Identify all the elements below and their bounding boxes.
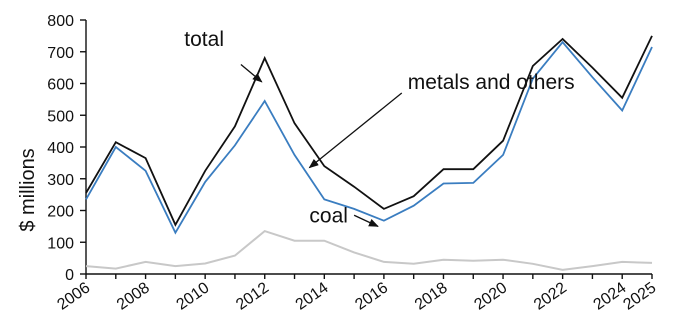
series-line-total [85, 35, 653, 227]
series-lines [85, 35, 653, 271]
x-axis: 2006 2008 2010 2012 2014 2016 2018 2020 2022 2024… [54, 273, 659, 314]
x-tick-label: 2020 [471, 279, 510, 313]
y-tick-label: 0 [65, 267, 74, 284]
x-tick-label: 2014 [293, 279, 332, 313]
y-axis-label: $ millions [17, 148, 39, 231]
annotations: total metals and others coal [184, 28, 574, 227]
y-tick-label: 600 [47, 77, 74, 94]
annotation-arrow [308, 92, 403, 169]
y-tick-label: 500 [47, 108, 74, 125]
annotation-label: coal [309, 204, 348, 227]
x-tick-label: 2025 [620, 279, 659, 313]
x-tick-label: 2010 [174, 279, 213, 313]
y-axis: 0 100 200 300 400 500 600 700 800 [47, 13, 87, 284]
x-tick-label: 2008 [114, 279, 153, 313]
y-tick-label: 100 [47, 235, 74, 252]
annotation-arrow [353, 214, 379, 227]
annotation-label: metals and others [408, 71, 575, 94]
x-tick-label: 2022 [531, 279, 570, 313]
x-tick-label: 2006 [54, 279, 93, 313]
y-tick-label: 300 [47, 172, 74, 189]
annotation-arrow [240, 63, 263, 83]
series-line-metals [85, 40, 653, 235]
y-tick-label: 400 [47, 140, 74, 157]
x-tick-label: 2012 [233, 279, 272, 313]
y-tick-label: 800 [47, 13, 74, 30]
y-tick-label: 700 [47, 45, 74, 62]
series-line-coal [85, 229, 653, 271]
x-tick-label: 2018 [412, 279, 451, 313]
x-tick-label: 2016 [352, 279, 391, 313]
y-tick-label: 200 [47, 204, 74, 221]
annotation-label: total [184, 28, 224, 51]
